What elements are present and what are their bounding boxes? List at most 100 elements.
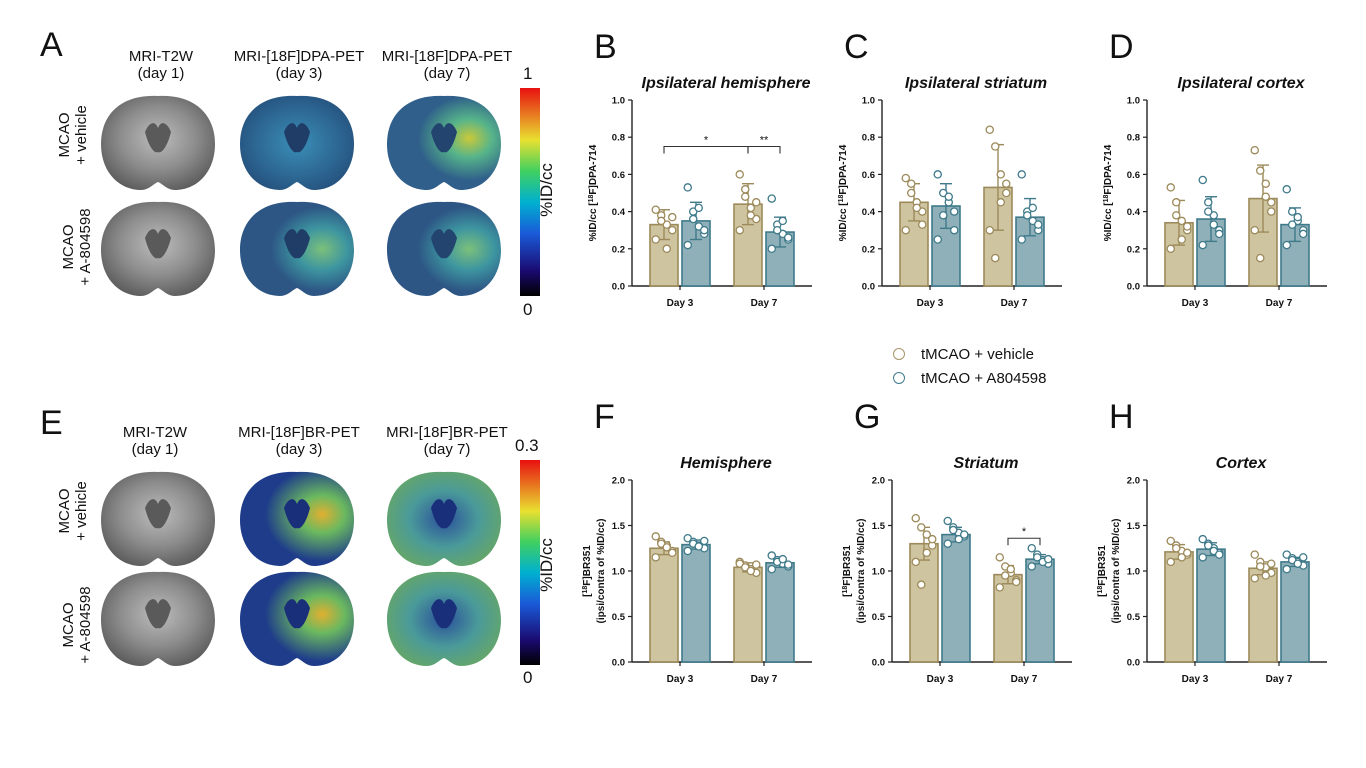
col-title-1: MRI-T2W (day 1) bbox=[80, 424, 230, 458]
bar bbox=[941, 533, 971, 663]
data-point bbox=[901, 225, 911, 235]
colorbar-min: 0 bbox=[523, 300, 533, 319]
legend: tMCAO + vehicle tMCAO + A804598 bbox=[893, 342, 1047, 390]
data-point bbox=[1166, 244, 1176, 254]
y-axis-label-part: F]DPA-714 bbox=[1103, 144, 1114, 194]
data-point bbox=[1166, 183, 1176, 192]
chart-ipsilateral-striatum: C Ipsilateral striatum %ID/cc [18F]DPA-714… bbox=[838, 28, 1062, 309]
col-title-line: MRI-[18F]BR-PET bbox=[238, 424, 360, 441]
data-point bbox=[668, 212, 677, 222]
panel-letter: H bbox=[1109, 398, 1134, 436]
y-axis-label-part: F]BR351 bbox=[1097, 545, 1108, 586]
panel-letter: F bbox=[594, 398, 615, 436]
colorbar-max: 0.3 bbox=[515, 436, 539, 455]
col-title-line: (day 3) bbox=[275, 65, 323, 82]
data-point bbox=[694, 542, 704, 551]
x-tick-label: Day 3 bbox=[1182, 674, 1209, 685]
data-point bbox=[1287, 220, 1297, 229]
data-point bbox=[767, 551, 776, 560]
data-point bbox=[985, 125, 994, 135]
data-point bbox=[907, 188, 916, 198]
colorbar-min: 0 bbox=[523, 668, 533, 687]
brain-dpa-pet-day7-vehicle bbox=[387, 95, 501, 190]
col-title-2: MRI-[18F]BR-PET (day 3) bbox=[224, 424, 374, 458]
y-axis-label-part: 18 bbox=[1097, 586, 1104, 594]
data-point bbox=[901, 173, 911, 183]
data-point bbox=[911, 557, 921, 567]
data-point bbox=[1293, 212, 1302, 222]
data-point bbox=[767, 244, 776, 254]
y-tick-label: 0.2 bbox=[1127, 244, 1140, 255]
data-point bbox=[1293, 559, 1302, 568]
bar bbox=[681, 543, 711, 663]
y-tick-label: 1.5 bbox=[1127, 521, 1141, 532]
bar bbox=[1248, 567, 1278, 663]
data-point bbox=[746, 566, 755, 576]
data-point bbox=[651, 235, 661, 244]
y-axis-label-part: [ bbox=[842, 593, 853, 597]
colorbar-bottom bbox=[520, 460, 540, 665]
data-point bbox=[943, 539, 953, 548]
data-point bbox=[1043, 554, 1053, 564]
data-point bbox=[1209, 220, 1219, 229]
y-tick-label: 2.0 bbox=[612, 476, 625, 487]
data-point bbox=[651, 553, 661, 562]
brain-dpa-pet-day3-drug bbox=[240, 201, 354, 296]
data-point bbox=[959, 530, 969, 539]
data-point bbox=[1172, 543, 1181, 553]
y-axis-label-part: F]BR351 bbox=[582, 545, 593, 586]
panel-letter: C bbox=[844, 28, 869, 66]
data-point bbox=[1250, 225, 1259, 235]
colorbar-top bbox=[520, 88, 540, 296]
col-title-1: MRI-T2W (day 1) bbox=[86, 48, 236, 82]
y-tick-label: 0.6 bbox=[862, 170, 875, 181]
data-point bbox=[954, 534, 964, 544]
y-tick-label: 1.0 bbox=[872, 567, 885, 578]
data-point bbox=[1255, 253, 1265, 263]
y-tick-label: 0.6 bbox=[612, 170, 625, 181]
data-point bbox=[995, 583, 1004, 592]
col-title-line: MRI-[18F]DPA-PET bbox=[381, 48, 513, 65]
data-point bbox=[1011, 577, 1021, 587]
data-point bbox=[1282, 185, 1291, 194]
legend-item-drug: tMCAO + A804598 bbox=[893, 366, 1047, 390]
data-point bbox=[1027, 543, 1036, 553]
significance-label: ** bbox=[760, 135, 769, 147]
data-point bbox=[922, 530, 932, 539]
data-point bbox=[1282, 240, 1291, 250]
bar bbox=[1196, 548, 1226, 663]
chart-hemisphere: F Hemisphere [18F]BR351 (ipsi/contra of %ID… bbox=[582, 398, 812, 685]
y-tick-label: 0.8 bbox=[862, 133, 875, 144]
y-tick-label: 0.0 bbox=[612, 658, 625, 669]
x-tick-label: Day 7 bbox=[751, 298, 778, 309]
chart-title: Striatum bbox=[954, 455, 1019, 472]
data-point bbox=[918, 220, 927, 229]
y-tick-label: 2.0 bbox=[872, 476, 885, 487]
data-point bbox=[1250, 550, 1259, 559]
data-point bbox=[689, 214, 698, 224]
chart-title: Hemisphere bbox=[680, 455, 772, 472]
data-point bbox=[949, 225, 959, 235]
y-axis-label-part: F]BR351 bbox=[842, 545, 853, 586]
legend-marker-vehicle bbox=[893, 348, 905, 360]
colorbar-unit: %ID/cc bbox=[536, 538, 556, 592]
data-point bbox=[1177, 235, 1187, 244]
row-label-line: + A-804598 bbox=[77, 586, 94, 664]
legend-item-vehicle: tMCAO + vehicle bbox=[893, 342, 1047, 366]
data-point bbox=[1266, 559, 1276, 568]
data-point bbox=[933, 170, 943, 179]
y-tick-label: 1.0 bbox=[1127, 567, 1140, 578]
data-point bbox=[1177, 553, 1187, 562]
data-point bbox=[949, 525, 958, 535]
y-tick-label: 1.0 bbox=[612, 96, 625, 107]
x-tick-label: Day 7 bbox=[1266, 674, 1293, 685]
data-point bbox=[735, 225, 744, 235]
bar bbox=[1280, 561, 1310, 663]
brain-br-pet-day3-drug bbox=[240, 571, 354, 666]
data-point bbox=[1166, 557, 1176, 567]
y-tick-label: 0.0 bbox=[1127, 282, 1140, 293]
data-point bbox=[933, 235, 943, 244]
row-label-line: + vehicle bbox=[73, 105, 90, 165]
data-point bbox=[1032, 553, 1042, 562]
data-point bbox=[928, 534, 937, 544]
